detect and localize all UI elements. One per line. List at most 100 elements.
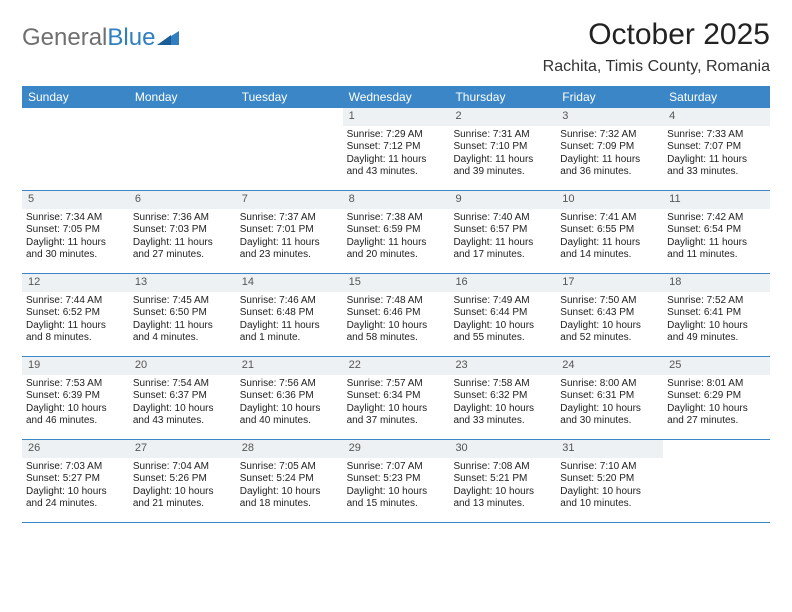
day-number: 26 xyxy=(22,440,129,458)
day-line: Sunset: 7:01 PM xyxy=(240,224,339,237)
day-cell: 27Sunrise: 7:04 AMSunset: 5:26 PMDayligh… xyxy=(129,440,236,522)
day-number: 22 xyxy=(343,357,450,375)
day-line: Sunset: 7:07 PM xyxy=(667,141,766,154)
day-line: Daylight: 10 hours xyxy=(347,403,446,416)
day-body: Sunrise: 7:45 AMSunset: 6:50 PMDaylight:… xyxy=(129,292,236,349)
day-line: Daylight: 10 hours xyxy=(453,320,552,333)
logo: GeneralBlue xyxy=(22,18,179,52)
header: GeneralBlue October 2025 Rachita, Timis … xyxy=(22,18,770,76)
day-line: Sunrise: 7:34 AM xyxy=(26,212,125,225)
day-line: Daylight: 10 hours xyxy=(667,320,766,333)
day-line: Daylight: 10 hours xyxy=(667,403,766,416)
day-line: and 37 minutes. xyxy=(347,415,446,428)
day-body: Sunrise: 7:41 AMSunset: 6:55 PMDaylight:… xyxy=(556,209,663,266)
day-line: Daylight: 11 hours xyxy=(26,320,125,333)
day-body: Sunrise: 7:54 AMSunset: 6:37 PMDaylight:… xyxy=(129,375,236,432)
dow-monday: Monday xyxy=(129,86,236,108)
day-cell: 1Sunrise: 7:29 AMSunset: 7:12 PMDaylight… xyxy=(343,108,450,190)
day-line: Sunrise: 7:56 AM xyxy=(240,378,339,391)
day-body: Sunrise: 7:04 AMSunset: 5:26 PMDaylight:… xyxy=(129,458,236,515)
day-line: Sunset: 6:43 PM xyxy=(560,307,659,320)
day-cell: 24Sunrise: 8:00 AMSunset: 6:31 PMDayligh… xyxy=(556,357,663,439)
day-cell: 28Sunrise: 7:05 AMSunset: 5:24 PMDayligh… xyxy=(236,440,343,522)
day-number: 14 xyxy=(236,274,343,292)
day-body: Sunrise: 7:58 AMSunset: 6:32 PMDaylight:… xyxy=(449,375,556,432)
logo-triangle-icon xyxy=(157,24,179,52)
day-line: and 20 minutes. xyxy=(347,249,446,262)
day-line: and 33 minutes. xyxy=(453,415,552,428)
day-line: Sunset: 6:55 PM xyxy=(560,224,659,237)
day-line: Sunrise: 7:54 AM xyxy=(133,378,232,391)
day-line: Daylight: 10 hours xyxy=(560,320,659,333)
day-cell: . xyxy=(129,108,236,190)
day-body: Sunrise: 7:33 AMSunset: 7:07 PMDaylight:… xyxy=(663,126,770,183)
day-line: Sunrise: 7:36 AM xyxy=(133,212,232,225)
day-cell: 18Sunrise: 7:52 AMSunset: 6:41 PMDayligh… xyxy=(663,274,770,356)
day-number: 9 xyxy=(449,191,556,209)
day-line: Daylight: 10 hours xyxy=(240,486,339,499)
day-line: and 33 minutes. xyxy=(667,166,766,179)
day-line: and 43 minutes. xyxy=(133,415,232,428)
day-number: 12 xyxy=(22,274,129,292)
day-body: Sunrise: 7:29 AMSunset: 7:12 PMDaylight:… xyxy=(343,126,450,183)
day-line: and 11 minutes. xyxy=(667,249,766,262)
dow-sunday: Sunday xyxy=(22,86,129,108)
day-line: and 39 minutes. xyxy=(453,166,552,179)
day-cell: 13Sunrise: 7:45 AMSunset: 6:50 PMDayligh… xyxy=(129,274,236,356)
day-body xyxy=(22,126,129,133)
day-body: Sunrise: 7:34 AMSunset: 7:05 PMDaylight:… xyxy=(22,209,129,266)
day-line: Sunset: 6:59 PM xyxy=(347,224,446,237)
day-line: Sunset: 7:09 PM xyxy=(560,141,659,154)
day-body: Sunrise: 7:53 AMSunset: 6:39 PMDaylight:… xyxy=(22,375,129,432)
day-cell: 14Sunrise: 7:46 AMSunset: 6:48 PMDayligh… xyxy=(236,274,343,356)
day-cell: 3Sunrise: 7:32 AMSunset: 7:09 PMDaylight… xyxy=(556,108,663,190)
day-line: Sunrise: 7:38 AM xyxy=(347,212,446,225)
day-line: Sunrise: 7:04 AM xyxy=(133,461,232,474)
day-line: Sunrise: 7:07 AM xyxy=(347,461,446,474)
day-line: Sunrise: 7:31 AM xyxy=(453,129,552,142)
day-line: Daylight: 11 hours xyxy=(240,237,339,250)
day-number: 1 xyxy=(343,108,450,126)
day-cell: 10Sunrise: 7:41 AMSunset: 6:55 PMDayligh… xyxy=(556,191,663,273)
day-of-week-row: Sunday Monday Tuesday Wednesday Thursday… xyxy=(22,86,770,108)
day-line: Sunrise: 7:05 AM xyxy=(240,461,339,474)
day-cell: 9Sunrise: 7:40 AMSunset: 6:57 PMDaylight… xyxy=(449,191,556,273)
day-number: 16 xyxy=(449,274,556,292)
day-line: Daylight: 11 hours xyxy=(667,154,766,167)
day-body: Sunrise: 7:32 AMSunset: 7:09 PMDaylight:… xyxy=(556,126,663,183)
day-cell: 31Sunrise: 7:10 AMSunset: 5:20 PMDayligh… xyxy=(556,440,663,522)
day-number: 21 xyxy=(236,357,343,375)
day-line: and 58 minutes. xyxy=(347,332,446,345)
day-body: Sunrise: 7:40 AMSunset: 6:57 PMDaylight:… xyxy=(449,209,556,266)
day-cell: 12Sunrise: 7:44 AMSunset: 6:52 PMDayligh… xyxy=(22,274,129,356)
day-line: Sunrise: 7:48 AM xyxy=(347,295,446,308)
day-number: 25 xyxy=(663,357,770,375)
week-row: 19Sunrise: 7:53 AMSunset: 6:39 PMDayligh… xyxy=(22,357,770,440)
day-line: Sunset: 5:24 PM xyxy=(240,473,339,486)
day-line: Sunrise: 7:32 AM xyxy=(560,129,659,142)
day-line: Sunrise: 7:33 AM xyxy=(667,129,766,142)
day-cell: 11Sunrise: 7:42 AMSunset: 6:54 PMDayligh… xyxy=(663,191,770,273)
day-number: 19 xyxy=(22,357,129,375)
day-cell: 7Sunrise: 7:37 AMSunset: 7:01 PMDaylight… xyxy=(236,191,343,273)
day-line: and 43 minutes. xyxy=(347,166,446,179)
day-cell: 6Sunrise: 7:36 AMSunset: 7:03 PMDaylight… xyxy=(129,191,236,273)
day-number: 4 xyxy=(663,108,770,126)
day-body: Sunrise: 7:57 AMSunset: 6:34 PMDaylight:… xyxy=(343,375,450,432)
day-line: Daylight: 10 hours xyxy=(560,486,659,499)
day-number: 31 xyxy=(556,440,663,458)
day-body: Sunrise: 7:52 AMSunset: 6:41 PMDaylight:… xyxy=(663,292,770,349)
day-cell: . xyxy=(22,108,129,190)
day-line: Daylight: 11 hours xyxy=(26,237,125,250)
day-line: Sunrise: 7:08 AM xyxy=(453,461,552,474)
day-line: Sunrise: 7:37 AM xyxy=(240,212,339,225)
day-body: Sunrise: 7:46 AMSunset: 6:48 PMDaylight:… xyxy=(236,292,343,349)
day-body: Sunrise: 8:01 AMSunset: 6:29 PMDaylight:… xyxy=(663,375,770,432)
day-line: and 21 minutes. xyxy=(133,498,232,511)
day-line: Sunrise: 7:41 AM xyxy=(560,212,659,225)
day-line: Sunset: 6:31 PM xyxy=(560,390,659,403)
day-line: and 1 minute. xyxy=(240,332,339,345)
day-number: 29 xyxy=(343,440,450,458)
day-number: 5 xyxy=(22,191,129,209)
day-number: 17 xyxy=(556,274,663,292)
